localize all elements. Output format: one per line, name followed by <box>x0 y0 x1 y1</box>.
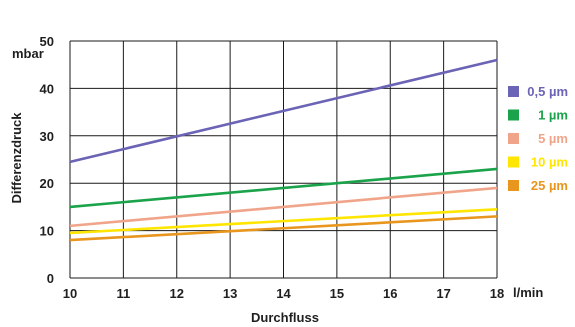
y-axis-title: Differenzdruck <box>9 112 24 204</box>
ticks: 10 11 12 13 14 15 16 17 18 0 10 20 30 40 50 <box>40 34 505 301</box>
x-tick-label: 16 <box>383 286 397 301</box>
x-tick-label: 12 <box>170 286 184 301</box>
grid <box>69 40 498 279</box>
legend-label: 0,5 µm <box>527 84 568 99</box>
x-tick-label: 14 <box>276 286 291 301</box>
legend-swatch <box>508 133 519 144</box>
legend-swatch <box>508 86 519 97</box>
series-layer <box>69 58 498 242</box>
x-axis-title: Durchfluss <box>251 310 319 325</box>
y-tick-label: 0 <box>47 271 54 286</box>
x-tick-label: 13 <box>223 286 237 301</box>
legend-swatch <box>508 180 519 191</box>
legend-swatch <box>508 109 519 121</box>
x-unit-label: l/min <box>513 285 543 300</box>
series-line <box>69 215 498 242</box>
y-tick-label: 20 <box>40 176 54 191</box>
series-line <box>69 186 498 228</box>
series-line <box>69 58 498 164</box>
x-tick-label: 15 <box>330 286 344 301</box>
series-line <box>69 167 498 209</box>
y-tick-label: 50 <box>40 34 54 49</box>
x-tick-label: 17 <box>436 286 450 301</box>
y-tick-label: 30 <box>40 129 54 144</box>
x-tick-label: 11 <box>117 286 131 301</box>
legend-label: 25 µm <box>531 178 568 193</box>
y-tick-label: 40 <box>40 81 54 96</box>
legend-label: 1 µm <box>538 108 568 123</box>
legend-swatch <box>508 156 519 168</box>
x-tick-label: 18 <box>490 286 504 301</box>
x-tick-label: 10 <box>63 286 77 301</box>
series-line <box>69 207 498 235</box>
legend-label: 5 µm <box>538 131 568 146</box>
legend: 0,5 µm 1 µm 5 µm 10 µm 25 µm <box>508 84 568 193</box>
y-tick-label: 10 <box>40 224 54 239</box>
legend-label: 10 µm <box>531 155 568 170</box>
y-unit-label: mbar <box>12 46 44 61</box>
